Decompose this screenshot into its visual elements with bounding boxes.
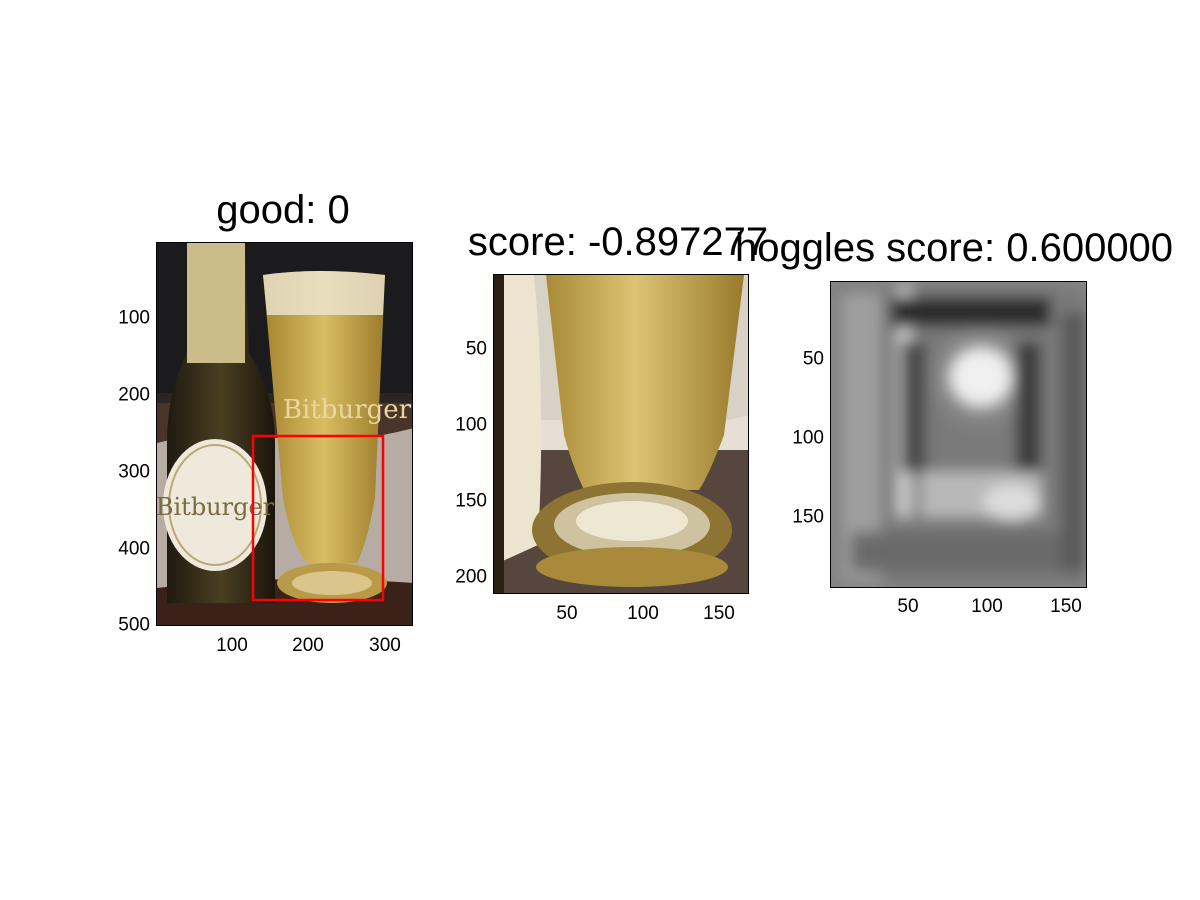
panel3-title: hoggles score: 0.600000 <box>734 226 1174 270</box>
panel1-ytick: 400 <box>118 538 150 560</box>
panel2-ytick: 100 <box>455 414 487 436</box>
glass-logo-text: Bitburger <box>283 395 412 425</box>
panel2-title: score: -0.897277 <box>467 220 769 264</box>
panel1-ytick: 500 <box>118 614 150 636</box>
panel1-xtick: 100 <box>216 635 248 656</box>
bottle-label-text: Bitburger <box>157 493 275 521</box>
panel1-xtick: 300 <box>369 635 401 656</box>
hoggles-image <box>831 282 1086 587</box>
panel3-ytick: 150 <box>792 506 824 528</box>
panel1-photo: Bitburger Bitburger <box>156 242 413 626</box>
panel2-crop <box>493 274 749 594</box>
panel1-ytick: 300 <box>118 461 150 483</box>
panel1-ytick: 100 <box>118 307 150 329</box>
panel1-title: good: 0 <box>216 188 350 232</box>
panel3-xtick: 50 <box>897 596 919 617</box>
panel2-ytick: 150 <box>455 490 487 512</box>
crop-image <box>494 275 748 593</box>
panel3-xtick: 150 <box>1050 596 1082 617</box>
panel3-xtick: 100 <box>971 596 1003 617</box>
panel2-xtick: 150 <box>703 603 735 624</box>
panel3-ytick: 100 <box>792 427 824 449</box>
panel3-ytick: 50 <box>802 348 824 370</box>
detection-box <box>251 434 385 602</box>
panel1-xtick: 200 <box>292 635 324 656</box>
panel2-ytick: 200 <box>455 566 487 588</box>
panel3-hoggles <box>830 281 1087 588</box>
beer-photo-image: Bitburger Bitburger <box>157 243 412 625</box>
panel2-xtick: 100 <box>627 603 659 624</box>
panel1-ytick: 200 <box>118 384 150 406</box>
panel2-ytick: 50 <box>465 338 487 360</box>
panel2-xtick: 50 <box>556 603 578 624</box>
